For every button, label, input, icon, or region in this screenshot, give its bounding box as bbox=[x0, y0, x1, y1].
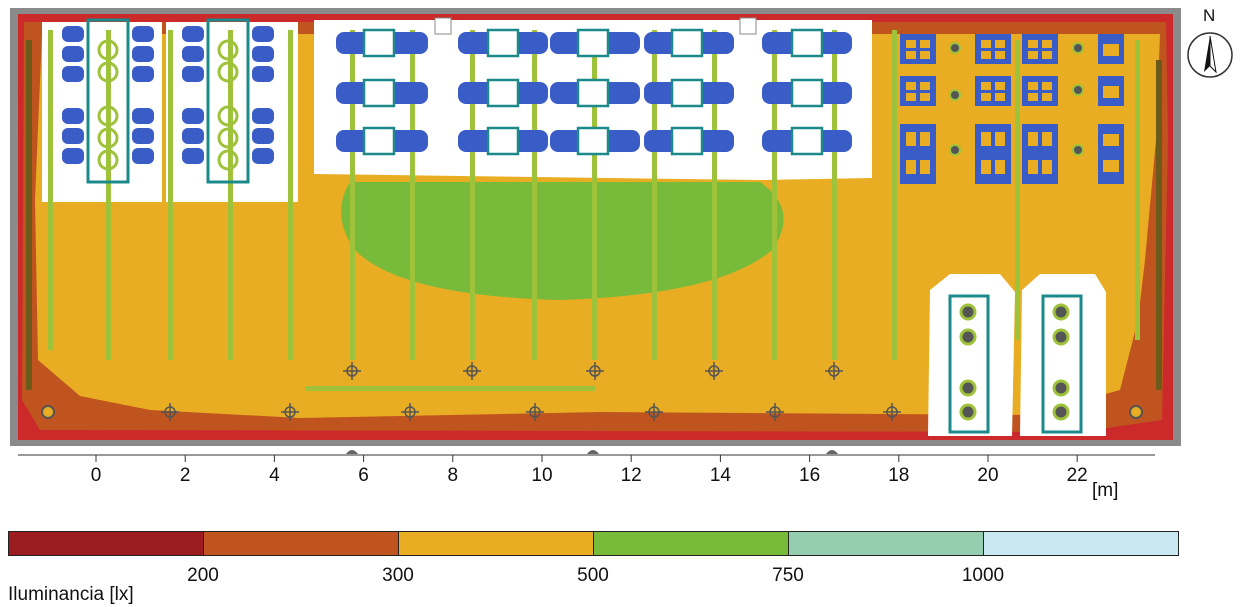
legend-label: 750 bbox=[772, 565, 804, 586]
light-strip bbox=[288, 30, 293, 360]
scale-tick-label: 20 bbox=[977, 465, 999, 486]
scale-tick-label: 16 bbox=[799, 465, 821, 486]
legend-label: 200 bbox=[187, 565, 219, 586]
legend-color-box bbox=[593, 531, 789, 556]
north-label: N bbox=[1203, 6, 1216, 25]
corner-luminaire bbox=[1129, 405, 1143, 419]
light-strip bbox=[48, 30, 53, 350]
light-strip bbox=[652, 30, 657, 360]
wall-markers bbox=[346, 450, 838, 454]
light-strip bbox=[712, 30, 717, 360]
light-strip-horizontal bbox=[305, 386, 595, 391]
door bbox=[434, 17, 452, 35]
furniture-outline bbox=[86, 18, 130, 184]
scale-tick-label: 22 bbox=[1066, 465, 1088, 486]
legend-label: 500 bbox=[577, 565, 609, 586]
corner-luminaire bbox=[41, 405, 55, 419]
light-strip bbox=[532, 30, 537, 360]
wall-strip-left bbox=[26, 40, 32, 390]
top-workstations bbox=[336, 28, 852, 156]
left-workstations bbox=[62, 18, 274, 184]
light-strip bbox=[410, 30, 415, 360]
light-strip bbox=[592, 30, 597, 360]
scale-tick-label: 10 bbox=[531, 465, 553, 486]
luminaire-markers bbox=[161, 362, 901, 421]
scale-tick-label: 4 bbox=[269, 465, 280, 486]
legend-title: Iluminancia [lx] bbox=[8, 584, 134, 605]
scale-tick-label: 0 bbox=[90, 465, 102, 486]
light-strip bbox=[168, 30, 173, 360]
legend-color-box bbox=[788, 531, 984, 556]
scale-tick-label: 2 bbox=[179, 465, 191, 486]
scale-tick-label: 12 bbox=[620, 465, 642, 486]
light-strip bbox=[1135, 40, 1140, 340]
scale-unit: [m] bbox=[1092, 480, 1119, 501]
legend-label: 300 bbox=[382, 565, 414, 586]
light-strip bbox=[892, 30, 897, 360]
furniture-outline bbox=[206, 18, 250, 184]
light-strip bbox=[470, 30, 475, 360]
light-strip bbox=[228, 30, 233, 360]
light-strips bbox=[48, 30, 1140, 391]
light-strip bbox=[1015, 40, 1020, 340]
light-strip bbox=[772, 30, 777, 360]
legend-color-box bbox=[203, 531, 399, 556]
legend-color-box bbox=[398, 531, 594, 556]
legend-color-box bbox=[983, 531, 1179, 556]
illuminance-zone-center bbox=[341, 182, 784, 300]
scale-axis-ticks bbox=[95, 455, 1078, 462]
scale-tick-label: 8 bbox=[447, 465, 459, 486]
light-strip bbox=[350, 30, 355, 360]
light-strip bbox=[832, 30, 837, 360]
door bbox=[739, 17, 757, 35]
legend-label: 1000 bbox=[961, 565, 1005, 586]
scale-tick-label: 18 bbox=[888, 465, 910, 486]
lab-workstations bbox=[948, 294, 1083, 434]
light-strip bbox=[106, 30, 111, 360]
north-arrow-icon bbox=[1187, 32, 1233, 78]
right-workstations bbox=[900, 34, 1124, 184]
scale-tick-label: 6 bbox=[358, 465, 369, 486]
scale-tick-label: 14 bbox=[709, 465, 731, 486]
wall-strip-right bbox=[1156, 60, 1162, 390]
legend-color-box bbox=[8, 531, 204, 556]
